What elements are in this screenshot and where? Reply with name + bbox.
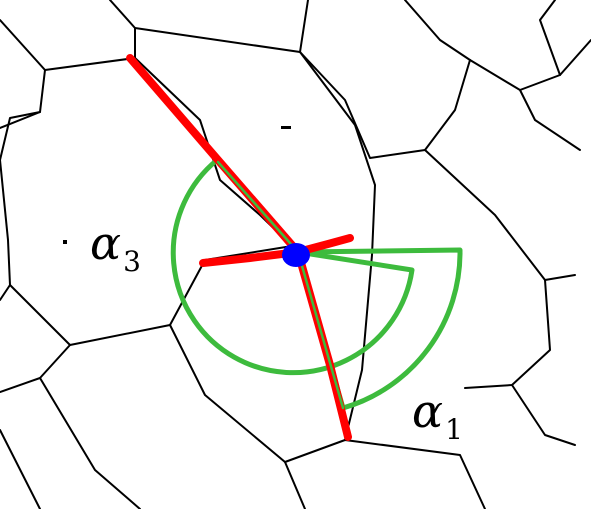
angle-subscript: 1: [445, 413, 463, 446]
cell-edge: [469, 39, 591, 91]
angle-sector-alpha3: [170, 157, 415, 376]
cell-edge: [284, 439, 486, 509]
cell-edge: [0, 111, 41, 301]
cell-edge: [134, 27, 301, 53]
cell-edge: [539, 0, 561, 76]
angle-subscript: 3: [123, 245, 141, 278]
cell-edge: [0, 429, 41, 509]
angle-sector-alpha1: [295, 247, 463, 411]
angle-symbol: α: [412, 384, 444, 438]
cell-edge: [299, 51, 376, 441]
angle-label-alpha1: α1: [412, 388, 463, 444]
cell-edge: [299, 51, 426, 159]
cell-edge: [0, 69, 46, 129]
cell-edge: [0, 344, 71, 393]
red-paths: [126, 54, 354, 441]
cell-edge: [0, 19, 46, 71]
cell-edge: [544, 274, 576, 281]
cell-edge: [424, 149, 546, 281]
cell-edge: [44, 57, 136, 71]
cell-edge: [511, 384, 576, 446]
small-mark: [63, 240, 67, 244]
cell-edge: [424, 59, 471, 151]
cell-edge: [39, 377, 141, 509]
angle-sectors: [170, 157, 463, 411]
cell-edge: [169, 324, 306, 509]
small-mark: [281, 126, 291, 129]
cell-edge: [299, 0, 309, 53]
cell-edge: [519, 89, 581, 151]
cell-edge: [404, 0, 471, 61]
cell-edge: [109, 0, 136, 59]
cell-edge: [9, 284, 171, 346]
cell-edge: [464, 279, 551, 389]
center-point: [282, 243, 310, 267]
angle-label-alpha3: α3: [90, 220, 141, 276]
angle-symbol: α: [90, 216, 122, 270]
